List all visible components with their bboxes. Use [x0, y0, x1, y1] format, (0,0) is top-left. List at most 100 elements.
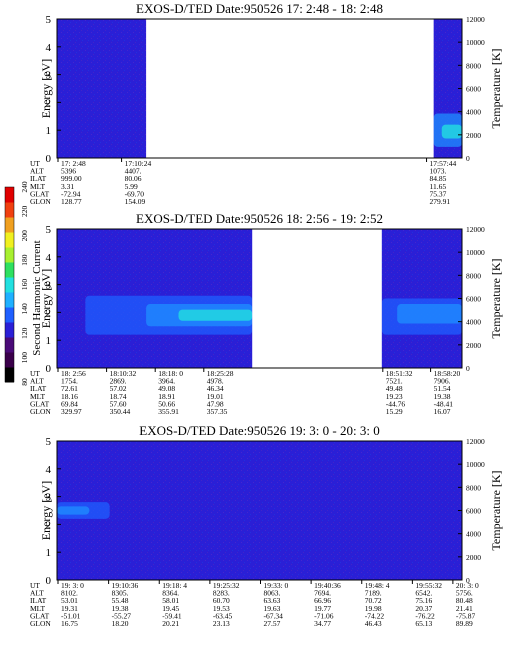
ephemeris-value: 17: 2:48 [61, 159, 86, 168]
ephemeris-value: 19:10:36 [112, 581, 139, 590]
ephemeris-value: 46.43 [365, 619, 382, 628]
y2-tick-label: 0 [466, 154, 470, 163]
y-tick-label: 0 [46, 575, 52, 587]
colorbar-tick-label: 220 [20, 206, 29, 218]
ephemeris-value: 8305. [112, 589, 129, 598]
y-tick-label: 4 [46, 464, 52, 476]
ephemeris-value: 3.31 [61, 182, 74, 191]
y-tick-label: 3 [46, 280, 52, 292]
y-tick-label: 5 [46, 14, 52, 26]
ephemeris-value: 23.13 [213, 619, 230, 628]
y-axis-label: Energy [eV] [39, 481, 53, 540]
colorbar-segment [5, 307, 14, 323]
ephemeris-value: -74.22 [365, 611, 385, 620]
ephemeris-value: 17:57:44 [430, 159, 457, 168]
spectrogram-panel-1: EXOS-D/TED Date:950526 17: 2:48 - 18: 2:… [30, 1, 503, 206]
y-tick-label: 2 [46, 97, 52, 109]
ephemeris-value: 5.99 [125, 182, 138, 191]
ephemeris-value: 89.89 [456, 619, 473, 628]
spectrogram-panels: EXOS-D/TED Date:950526 17: 2:48 - 18: 2:… [30, 1, 503, 628]
ephemeris-value: 5396 [61, 167, 76, 176]
ephemeris-value: -76.22 [415, 611, 435, 620]
ephemeris-value: -67.34 [264, 611, 284, 620]
colorbar-label: Second Harmonic Current [31, 240, 43, 355]
colorbar: 80 100 120 140 160 180 200 220 240 Second Harmoni… [4, 181, 43, 386]
ephemeris-value: 16.07 [434, 407, 451, 416]
ephemeris-value: 19.01 [207, 392, 224, 401]
ephemeris-label: ALT [30, 167, 44, 176]
spectrogram-feature-2 [57, 506, 90, 515]
ephemeris-value: 8063. [264, 589, 281, 598]
ephemeris-value: 18:18: 0 [158, 369, 183, 378]
colorbar-segment [5, 352, 14, 368]
y2-tick-label: 10000 [466, 460, 485, 469]
colorbar-tick-label: 180 [20, 254, 29, 266]
colorbar-segment [5, 217, 14, 233]
ephemeris-value: 7906. [434, 377, 451, 386]
ephemeris-label: ILAT [30, 596, 47, 605]
y2-tick-label: 12000 [466, 225, 485, 234]
ephemeris-value: 350.44 [110, 407, 131, 416]
ephemeris-value: 65.13 [415, 619, 432, 628]
ephemeris-value: 7694. [314, 589, 331, 598]
ephemeris-label: ALT [30, 377, 44, 386]
spectrogram-feature-2 [441, 124, 462, 139]
data-gap-1 [252, 229, 382, 368]
colorbar-segment [5, 247, 14, 263]
ephemeris-value: -51.01 [61, 611, 81, 620]
ephemeris-value: 19:55:32 [415, 581, 442, 590]
ephemeris-value: 999.00 [61, 174, 82, 183]
ephemeris-value: 53.01 [61, 596, 78, 605]
ephemeris-value: -72.94 [61, 189, 81, 198]
ephemeris-value: 57.02 [110, 384, 127, 393]
ephemeris-value: 63.63 [264, 596, 281, 605]
ephemeris-value: 55.48 [112, 596, 129, 605]
ephemeris-value: 18: 2:56 [61, 369, 86, 378]
ephemeris-value: 154.09 [125, 197, 146, 206]
ephemeris-value: 18:25:28 [207, 369, 234, 378]
y-tick-label: 2 [46, 519, 52, 531]
colorbar-tick-label: 100 [20, 352, 29, 364]
ephemeris-value: 19:40:36 [314, 581, 341, 590]
ephemeris-value: 80.48 [456, 596, 473, 605]
y2-tick-label: 4000 [466, 108, 481, 117]
ephemeris-value: 27.57 [264, 619, 281, 628]
ephemeris-value: 75.16 [415, 596, 432, 605]
y-tick-label: 1 [46, 125, 52, 137]
ephemeris-value: 46.34 [207, 384, 224, 393]
y-tick-label: 3 [46, 70, 52, 82]
ephemeris-value: 18:58:20 [434, 369, 461, 378]
ephemeris-value: 72.61 [61, 384, 78, 393]
ephemeris-value: 51.54 [434, 384, 451, 393]
colorbar-frame [4, 186, 15, 383]
ephemeris-value: 19.31 [61, 604, 78, 613]
ephemeris-value: 18.74 [110, 392, 127, 401]
spectrogram-panel-3: EXOS-D/TED Date:950526 19: 3: 0 - 20: 3:… [30, 423, 503, 628]
y-axis-label: Energy [eV] [39, 269, 53, 328]
ephemeris-value: 84.85 [430, 174, 447, 183]
ephemeris-value: 18:51:32 [386, 369, 413, 378]
ephemeris-value: 19.77 [314, 604, 331, 613]
ephemeris-value: 7189. [365, 589, 382, 598]
colorbar-segment [5, 187, 14, 203]
y-tick-label: 5 [46, 436, 52, 448]
ephemeris-label: GLON [30, 619, 51, 628]
ephemeris-label: MLT [30, 604, 46, 613]
ephemeris-value: 18:10:32 [110, 369, 137, 378]
spectrogram-feature-5 [397, 304, 462, 324]
ephemeris-value: -63.45 [213, 611, 233, 620]
colorbar-segment [5, 202, 14, 218]
ephemeris-value: 57.60 [110, 399, 127, 408]
ephemeris-value: 1754. [61, 377, 78, 386]
ephemeris-value: 47.98 [207, 399, 224, 408]
ephemeris-value: 17:10:24 [125, 159, 152, 168]
ephemeris-value: 18.20 [112, 619, 129, 628]
colorbar-segment [5, 277, 14, 293]
y-tick-label: 0 [46, 363, 52, 375]
ephemeris-value: 355.91 [158, 407, 179, 416]
y2-tick-label: 4000 [466, 318, 481, 327]
y2-axis-label: Temperature [K] [489, 258, 503, 338]
colorbar-segment [5, 337, 14, 353]
colorbar-tick-label: 120 [20, 327, 29, 339]
ephemeris-value: 20: 3: 0 [456, 581, 479, 590]
